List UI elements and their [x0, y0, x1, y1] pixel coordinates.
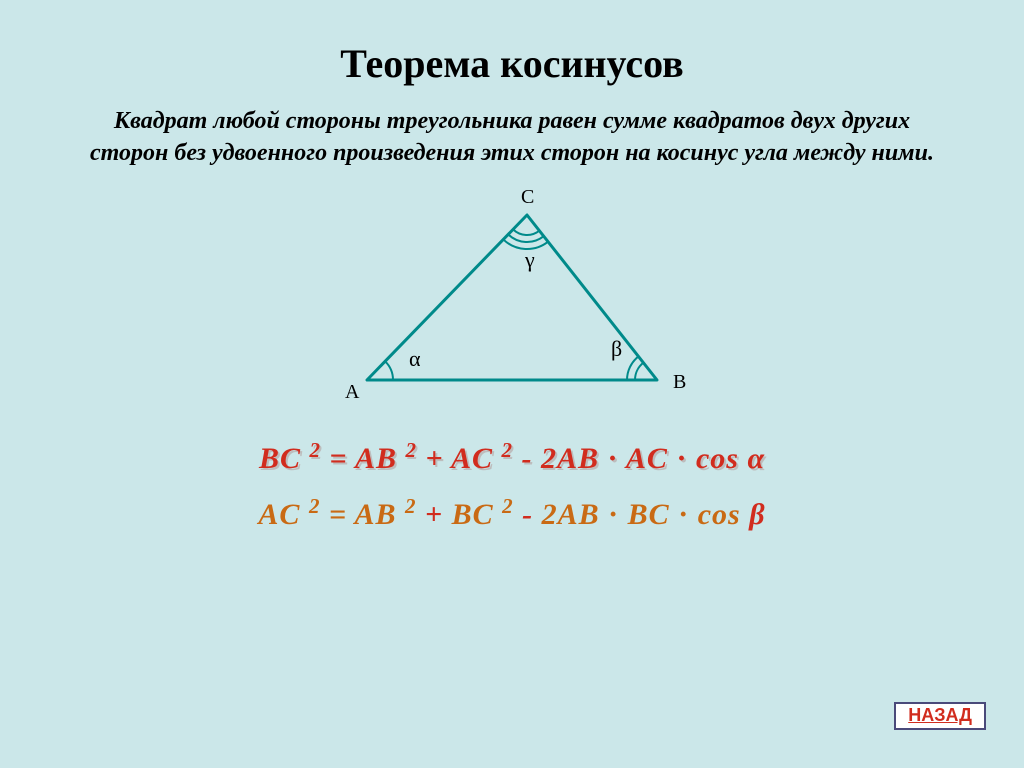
title: Теорема косинусов — [0, 0, 1024, 87]
theorem-description: Квадрат любой стороны треугольника равен… — [0, 87, 1024, 170]
svg-text:C: C — [521, 186, 534, 208]
formulas: BC 2 = AB 2 + AC 2 - 2AB · AC · cos α AC… — [0, 438, 1024, 532]
formula-2: AC 2 = AB 2 + BC 2 - 2AB · BC · cos β — [0, 494, 1024, 532]
slide: Теорема косинусов Квадрат любой стороны … — [0, 0, 1024, 768]
svg-text:B: B — [673, 371, 686, 393]
triangle-diagram: α β γ A B C — [322, 180, 702, 420]
svg-text:β: β — [611, 336, 622, 361]
svg-text:A: A — [345, 381, 360, 403]
svg-text:γ: γ — [524, 247, 535, 272]
formula-1: BC 2 = AB 2 + AC 2 - 2AB · AC · cos α — [0, 438, 1024, 476]
back-button[interactable]: НАЗАД — [894, 702, 986, 730]
svg-text:α: α — [409, 346, 421, 371]
